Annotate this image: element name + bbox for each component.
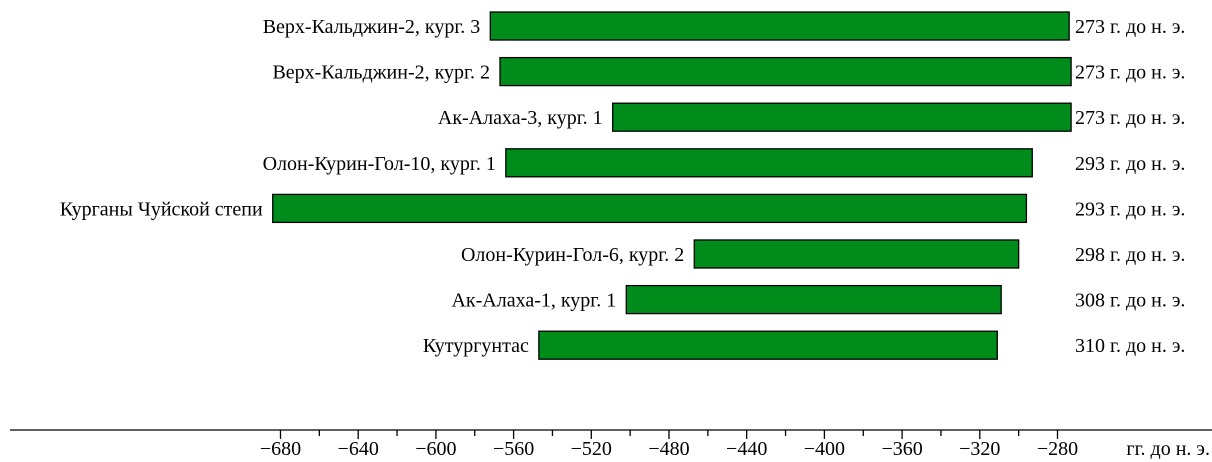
bar-row: Верх-Кальджин-2, кург. 3 273 г. до н. э. [263,11,1185,41]
bar [538,330,998,360]
bar-row: Курганы Чуйской степи 293 г. до н. э. [60,193,1185,224]
row-label: Верх-Кальджин-2, кург. 3 [263,16,481,38]
bars-layer: Верх-Кальджин-2, кург. 3 273 г. до н. э.В… [60,11,1185,360]
row-date-label: 273 г. до н. э. [1075,107,1185,129]
bar [505,148,1033,178]
row-date-label: 273 г. до н. э. [1075,16,1185,38]
row-date-label: 308 г. до н. э. [1075,290,1185,312]
tick-label: −360 [881,438,922,460]
row-label: Кутургунтас [423,335,529,357]
x-axis-ticks: −680 −640 −600 −560 −520 −480 −440 −400 −360 −320… [260,430,1078,460]
row-date-label: 273 г. до н. э. [1075,62,1185,84]
row-label: Ак-Алаха-1, кург. 1 [451,290,616,312]
tick-label: −600 [415,438,456,460]
tick-label: −640 [338,438,379,460]
bar-row: Ак-Алаха-3, кург. 1 273 г. до н. э. [438,102,1185,132]
row-label: Курганы Чуйской степи [60,198,263,220]
tick-label: −560 [493,438,534,460]
bar [499,56,1072,87]
bar [272,193,1028,224]
tick-label: −400 [804,438,845,460]
bar-row: Кутургунтас 310 г. до н. э. [423,330,1185,360]
bar-row: Верх-Кальджин-2, кург. 2 273 г. до н. э. [272,56,1185,87]
x-axis-label: гг. до н. э. [1126,438,1210,460]
tick-label: −520 [571,438,612,460]
tick-label: −320 [959,438,1000,460]
row-label: Ак-Алаха-3, кург. 1 [438,107,603,129]
x-axis: −680 −640 −600 −560 −520 −480 −440 −400 −360 −320… [10,429,1212,460]
row-date-label: 293 г. до н. э. [1075,198,1185,220]
tick-label: −440 [726,438,767,460]
bar-row: Олон-Курин-Гол-6, кург. 2 298 г. до н. э. [461,239,1185,269]
row-label: Олон-Курин-Гол-10, кург. 1 [263,153,496,175]
bar [693,239,1020,269]
bar-row: Олон-Курин-Гол-10, кург. 1 293 г. до н. э… [263,148,1185,178]
row-label: Олон-Курин-Гол-6, кург. 2 [461,244,684,266]
bar [625,284,1002,315]
row-label: Верх-Кальджин-2, кург. 2 [272,62,490,84]
row-date-label: 293 г. до н. э. [1075,153,1185,175]
tick-label: −680 [260,438,301,460]
bar [612,102,1072,132]
row-date-label: 298 г. до н. э. [1075,244,1185,266]
row-date-label: 310 г. до н. э. [1075,335,1185,357]
tick-label: −480 [648,438,689,460]
bar-row: Ак-Алаха-1, кург. 1 308 г. до н. э. [451,284,1185,315]
tick-label: −280 [1037,438,1078,460]
bar [489,11,1070,41]
